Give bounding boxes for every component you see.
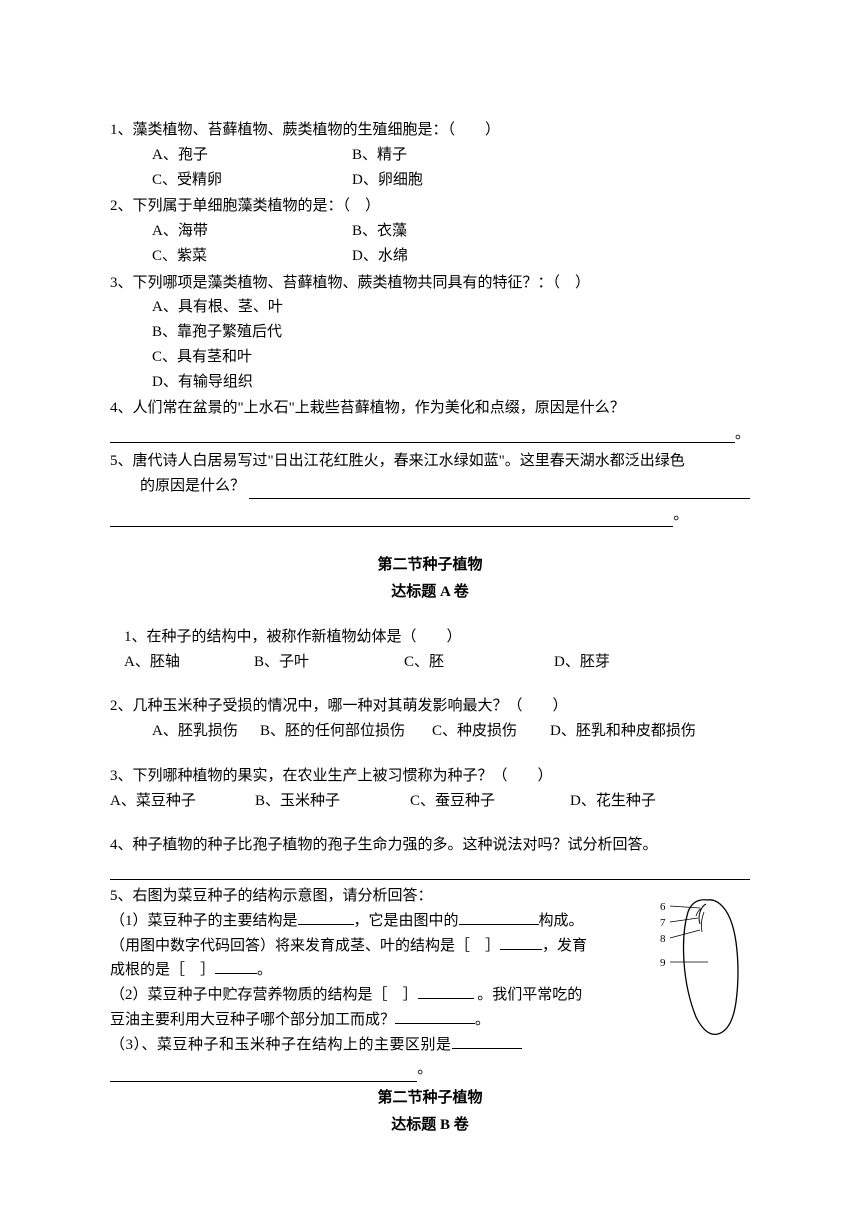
p2q3-optA: A、菜豆种子 [110,789,255,814]
p2-question-1: 1、在种子的结构中，被称作新植物幼体是（ ） A、胚轴 B、子叶 C、胚 D、胚… [110,625,750,675]
p2q1-optC: C、胚 [404,650,554,675]
p2q5-blank7 [452,1034,522,1049]
section2-title: 第二节种子植物 [110,553,750,578]
q1-optC: C、受精卵 [152,168,352,193]
p2q5-blank6 [395,1009,475,1024]
p2-question-5: 5、右图为菜豆种子的结构示意图，请分析回答： （1）菜豆种子的主要结构是，它是由… [110,884,750,1057]
q4-blank-line [110,425,735,443]
p2q5-blank4 [215,959,257,974]
label-7: 7 [660,917,666,929]
question-4: 4、人们常在盆景的"上水石"上栽些苔藓植物，作为美化和点缀，原因是什么？ 。 [110,396,750,447]
p2q5-line3: （用图中数字代码回答）将来发育成茎、叶的结构是［ ］，发育 [110,934,650,959]
q1-options-row1: A、孢子 B、精子 [110,143,750,168]
q1-optB: B、精子 [352,143,552,168]
p2q2-optC: C、种皮损伤 [432,719,550,744]
q4-period: 。 [735,422,750,447]
q1-text: 1、藻类植物、苔藓植物、蕨类植物的生殖细胞是：（ ） [110,118,750,143]
p2q2-optA: A、胚乳损伤 [152,719,260,744]
p2-question-4: 4、种子植物的种子比孢子植物的孢子生命力强的多。这种说法对吗？试分析回答。 [110,833,750,880]
q5-text1: 5、唐代诗人白居易写过"日出江花红胜火，春来江水绿如蓝"。这里春天湖水都泛出绿色 [110,449,750,474]
p2q2-optD: D、胚乳和种皮都损伤 [550,719,696,744]
question-3: 3、下列哪项是藻类植物、苔藓植物、蕨类植物共同具有的特征？：（ ） A、具有根、… [110,271,750,395]
p2q4-blank [110,862,750,880]
p2q5-line7: （3）、菜豆种子和玉米种子在结构上的主要区别是 [110,1033,650,1058]
question-1: 1、藻类植物、苔藓植物、蕨类植物的生殖细胞是：（ ） A、孢子 B、精子 C、受… [110,118,750,192]
q3-optC: C、具有茎和叶 [110,345,750,370]
q1-optD: D、卵细胞 [352,168,552,193]
q2-optC: C、紫菜 [152,244,352,269]
q2-optA: A、海带 [152,219,352,244]
p2q5-line5: （2）菜豆种子中贮存营养物质的结构是［ ］ 。我们平常吃的 [110,983,650,1008]
p2q5-blank3 [500,935,542,950]
p2q5-text-block: 5、右图为菜豆种子的结构示意图，请分析回答： （1）菜豆种子的主要结构是，它是由… [110,884,650,1057]
p2q5-line4: 成根的是［ ］。 [110,958,650,983]
q5-text2: 的原因是什么？ [140,474,245,499]
q3-text: 3、下列哪项是藻类植物、苔藓植物、蕨类植物共同具有的特征？：（ ） [110,271,750,296]
question-2: 2、下列属于单细胞藻类植物的是：（ ） A、海带 B、衣藻 C、紫菜 D、水绵 [110,194,750,268]
p2q5-line2: （1）菜豆种子的主要结构是，它是由图中的构成。 [110,909,650,934]
p2q5-blank5 [418,984,474,999]
q2-optB: B、衣藻 [352,219,552,244]
q3-optA: A、具有根、茎、叶 [110,295,750,320]
p2q1-optD: D、胚芽 [554,650,610,675]
p2q4-text: 4、种子植物的种子比孢子植物的孢子生命力强的多。这种说法对吗？试分析回答。 [110,833,750,858]
label-6: 6 [660,901,666,913]
section3-subtitle: 达标题 B 卷 [110,1113,750,1138]
p2q2-text: 2、几种玉米种子受损的情况中，哪一种对其萌发影响最大？（ ） [110,694,750,719]
q2-options-row2: C、紫菜 D、水绵 [110,244,750,269]
p2q3-optD: D、花生种子 [570,789,656,814]
p2q2-optB: B、胚的任何部位损伤 [260,719,432,744]
p2q5-blank1 [298,910,354,925]
seed-svg: 6 7 8 9 [658,892,750,1042]
q5-blank2 [110,509,673,527]
p2q3-optB: B、玉米种子 [255,789,410,814]
bean-seed-diagram: 6 7 8 9 [658,892,750,1051]
label-8: 8 [660,933,666,945]
p2q5-blank2 [459,910,539,925]
p2q1-optA: A、胚轴 [124,650,254,675]
p2q5-final-line: 。 [110,1057,750,1082]
question-5: 5、唐代诗人白居易写过"日出江花红胜火，春来江水绿如蓝"。这里春天湖水都泛出绿色… [110,449,750,527]
q1-options-row2: C、受精卵 D、卵细胞 [110,168,750,193]
p2q5-line6: 豆油主要利用大豆种子哪个部分加工而成？。 [110,1008,650,1033]
p2q5-blank8 [110,1064,417,1082]
q3-optD: D、有输导组织 [110,370,750,395]
p2-question-2: 2、几种玉米种子受损的情况中，哪一种对其萌发影响最大？（ ） A、胚乳损伤 B、… [110,694,750,744]
p2q1-text: 1、在种子的结构中，被称作新植物幼体是（ ） [124,625,750,650]
section3-title: 第二节种子植物 [110,1086,750,1111]
p2q3-text: 3、下列哪种植物的果实，在农业生产上被习惯称为种子？（ ） [110,764,750,789]
p2q5-line1: 5、右图为菜豆种子的结构示意图，请分析回答： [110,884,650,909]
q4-text: 4、人们常在盆景的"上水石"上栽些苔藓植物，作为美化和点缀，原因是什么？ [110,396,750,421]
q3-optB: B、靠孢子繁殖后代 [110,320,750,345]
p2-question-3: 3、下列哪种植物的果实，在农业生产上被习惯称为种子？（ ） A、菜豆种子 B、玉… [110,764,750,814]
label-9: 9 [660,957,666,969]
q2-optD: D、水绵 [352,244,552,269]
p2q1-optB: B、子叶 [254,650,404,675]
section2-subtitle: 达标题 A 卷 [110,580,750,605]
q5-period: 。 [673,503,688,528]
q2-text: 2、下列属于单细胞藻类植物的是：（ ） [110,194,750,219]
q1-optA: A、孢子 [152,143,352,168]
p2q3-optC: C、蚕豆种子 [410,789,570,814]
q5-blank1 [249,483,750,499]
q2-options-row1: A、海带 B、衣藻 [110,219,750,244]
